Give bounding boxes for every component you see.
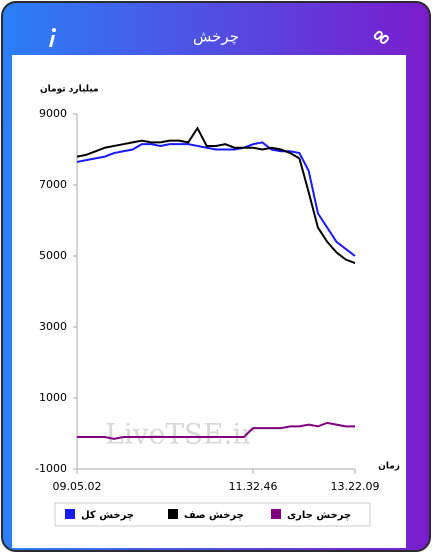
legend-label: چرخش صف xyxy=(184,510,244,521)
y-tick-label: 5000 xyxy=(39,249,67,262)
watermark: LiveTSE.ir xyxy=(105,418,255,451)
series-line xyxy=(76,126,356,265)
legend-swatch xyxy=(65,509,75,519)
legend-label: چرخش کل xyxy=(81,510,134,521)
x-tick-label: 13.22.09 xyxy=(331,480,380,493)
series-line xyxy=(76,141,356,257)
legend-swatch xyxy=(271,509,281,519)
link-icon[interactable] xyxy=(373,30,389,44)
legend-label: چرخش جاری xyxy=(287,510,351,521)
y-tick-label: -1000 xyxy=(35,462,67,475)
y-tick-label: 9000 xyxy=(39,107,67,120)
y-axis-label: میلیارد تومان xyxy=(40,85,99,95)
x-tick-label: 09.05.02 xyxy=(53,480,102,493)
chart-title: چرخش xyxy=(193,28,239,46)
legend xyxy=(54,502,371,527)
series-line xyxy=(77,421,355,440)
y-tick-label: 7000 xyxy=(39,178,67,191)
info-icon[interactable] xyxy=(49,28,56,47)
card xyxy=(12,55,406,548)
y-tick-label: 3000 xyxy=(39,320,67,333)
legend-swatch xyxy=(168,509,178,519)
x-axis-label: زمان xyxy=(378,462,400,472)
x-tick-label: 11.32.46 xyxy=(229,480,278,493)
y-tick-label: 1000 xyxy=(39,391,67,404)
